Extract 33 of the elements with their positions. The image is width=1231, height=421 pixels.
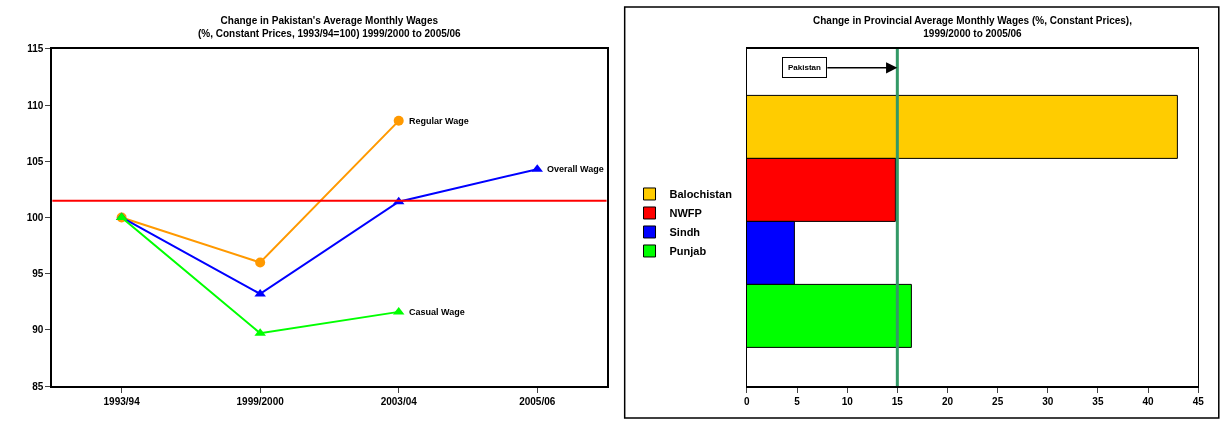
y-tick-label: 85 bbox=[32, 380, 44, 392]
legend-label: Punjab bbox=[669, 245, 707, 258]
legend-label: NWFP bbox=[669, 207, 702, 220]
chart-title: Change in Provincial Average Monthly Wages (%, Constant Prices), 1999/2000 to 2005/06 bbox=[813, 15, 1133, 39]
x-tick-label: 2003/04 bbox=[380, 396, 418, 408]
x-tick-label: 35 bbox=[1092, 396, 1104, 408]
x-tick-label: 2005/06 bbox=[519, 396, 556, 408]
series-label: Regular Wage bbox=[409, 116, 469, 126]
ref-line-label: Pakistan bbox=[788, 63, 822, 72]
y-tick-label: 90 bbox=[32, 324, 44, 336]
x-tick-label: 40 bbox=[1142, 396, 1155, 408]
series-label: Overall Wage bbox=[547, 164, 604, 174]
x-tick-label: 10 bbox=[841, 396, 854, 408]
legend-label: Balochistan bbox=[669, 188, 733, 201]
point bbox=[393, 115, 404, 126]
series-label: Casual Wage bbox=[409, 307, 465, 317]
y-tick-label: 110 bbox=[27, 99, 44, 111]
x-tick-label: 45 bbox=[1192, 396, 1205, 408]
point bbox=[255, 257, 266, 268]
y-tick-label: 95 bbox=[32, 268, 44, 280]
y-tick-label: 115 bbox=[27, 43, 44, 55]
x-tick-label: 0 bbox=[744, 396, 751, 408]
x-tick-label: 5 bbox=[794, 396, 801, 408]
x-tick-label: 15 bbox=[891, 396, 904, 408]
legend-label: Sindh bbox=[669, 226, 701, 239]
x-tick-label: 25 bbox=[992, 396, 1004, 408]
x-tick-label: 1999/2000 bbox=[236, 396, 285, 408]
chart-title: Change in Pakistan's Average Monthly Wages (%, Constant Prices, 1993/94=100) 1999/2000 to 2005/06 bbox=[198, 15, 462, 39]
y-tick-label: 100 bbox=[26, 211, 44, 223]
y-tick-label: 105 bbox=[26, 155, 44, 167]
x-tick-label: 1993/94 bbox=[103, 396, 141, 408]
x-tick-label: 20 bbox=[941, 396, 954, 408]
x-tick-label: 30 bbox=[1042, 396, 1054, 408]
